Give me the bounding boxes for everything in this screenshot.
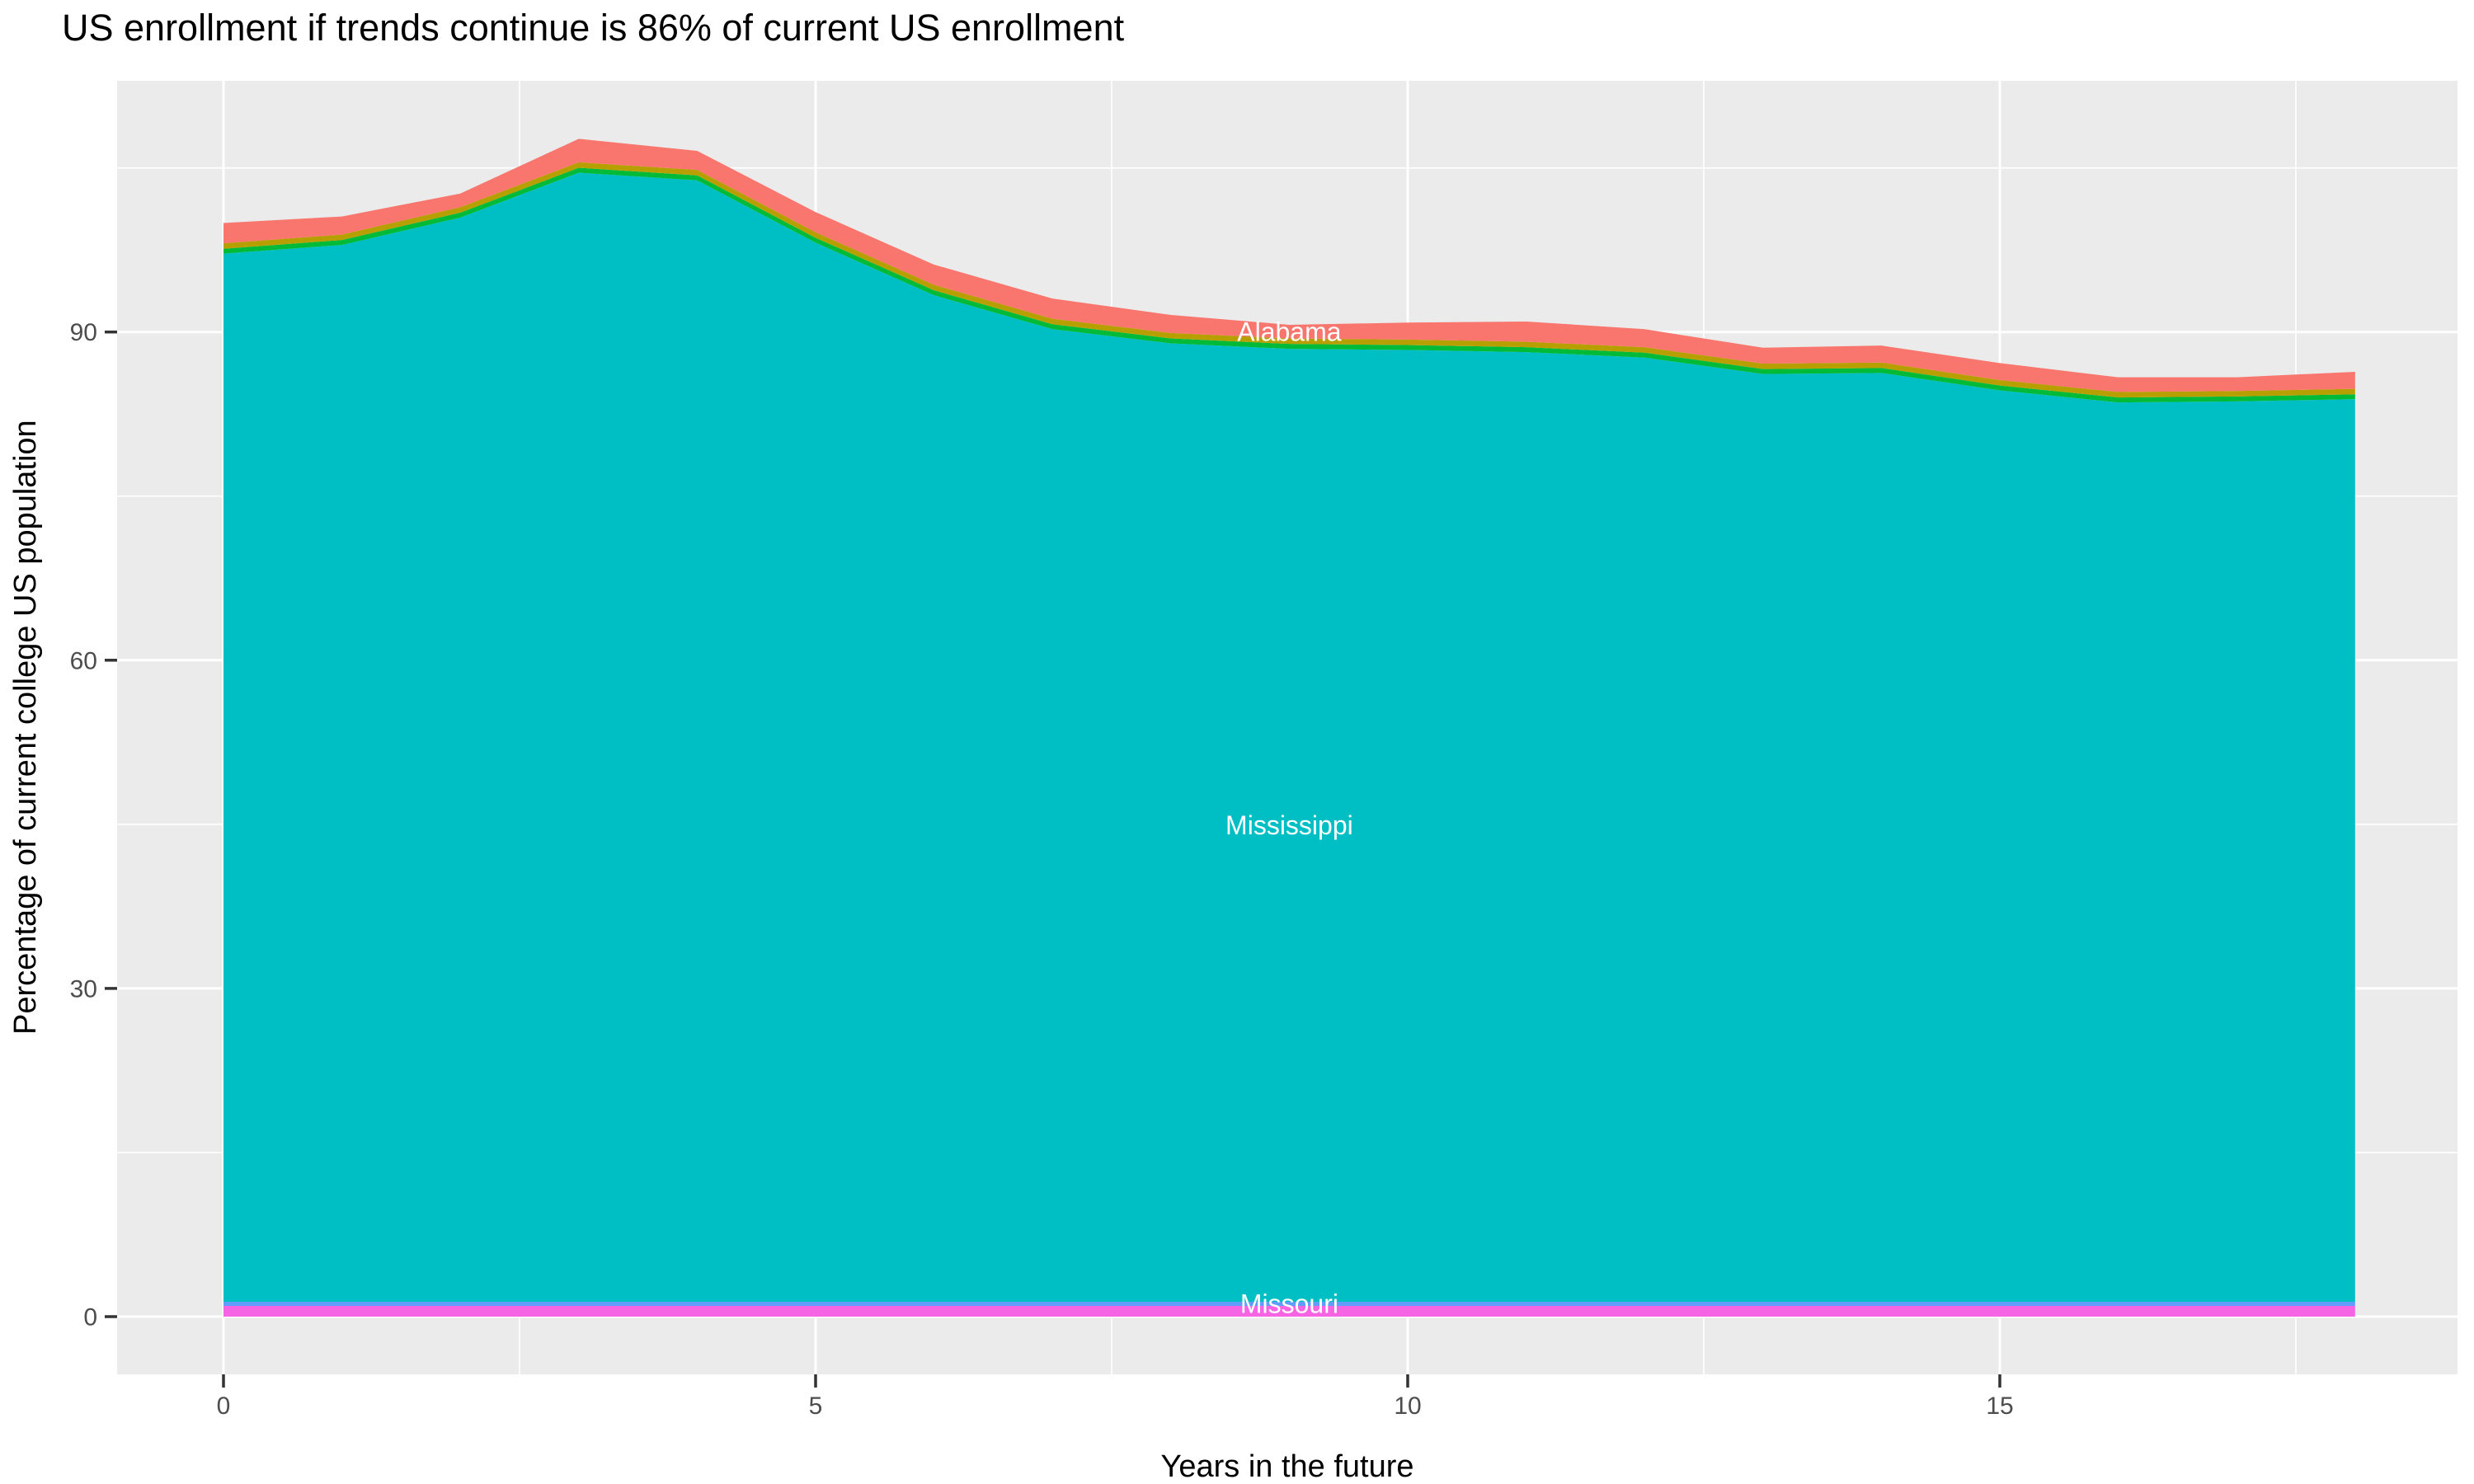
y-tick-label: 60 (70, 647, 97, 674)
x-tick-label: 15 (1986, 1392, 2013, 1420)
area-missouri (223, 1301, 2355, 1306)
x-axis-title: Years in the future (1160, 1449, 1414, 1484)
series-label-alabama: Alabama (1237, 317, 1342, 346)
y-tick-label: 0 (83, 1304, 97, 1331)
x-tick-label: 10 (1394, 1392, 1421, 1420)
plot-title: US enrollment if trends continue is 86% … (62, 7, 1125, 49)
x-tick-label: 5 (809, 1392, 823, 1420)
y-tick-label: 30 (70, 975, 97, 1003)
y-tick-label: 90 (70, 319, 97, 346)
series-label-missouri: Missouri (1240, 1289, 1338, 1319)
y-axis-title: Percentage of current college US populat… (8, 420, 43, 1035)
area-mississippi (223, 172, 2355, 1302)
area-unlabeled-bottom (223, 1305, 2355, 1317)
x-tick-label: 0 (217, 1392, 231, 1420)
series-label-mississippi: Mississippi (1225, 810, 1353, 840)
